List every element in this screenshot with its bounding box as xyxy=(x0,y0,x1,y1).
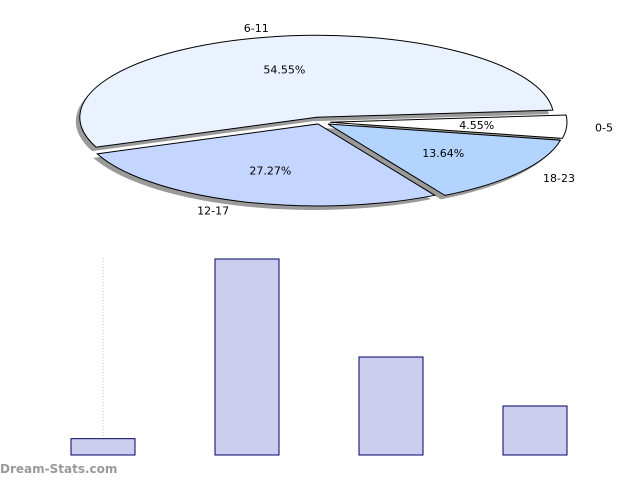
pie-slice-18-23 xyxy=(327,123,562,196)
bar-6-11 xyxy=(214,258,280,456)
pie-category-label: 0-5 xyxy=(595,121,613,134)
pie-percent-label: 13.64% xyxy=(422,147,464,160)
pie-slice-6-11 xyxy=(79,34,554,148)
pie-chart: 4.55% 0-5 13.64% 18-23 27.27% 12-17 54.55% 6-11 xyxy=(75,22,613,217)
bar-0-5 xyxy=(70,438,136,456)
pie-percent-label: 27.27% xyxy=(249,164,291,177)
pie-percent-label: 4.55% xyxy=(459,119,494,132)
pie-slice-12-17 xyxy=(96,123,437,207)
bar-18-23 xyxy=(502,405,568,456)
pie-slice-0-5 xyxy=(329,114,568,139)
bar-chart xyxy=(70,258,568,456)
bar-12-17 xyxy=(358,356,424,456)
watermark-logo: Dream-Stats.com xyxy=(0,462,118,476)
pie-percent-label: 54.55% xyxy=(263,63,305,76)
pie-category-label: 6-11 xyxy=(244,22,269,35)
pie-category-label: 12-17 xyxy=(197,204,229,217)
pie-category-label: 18-23 xyxy=(543,172,575,185)
